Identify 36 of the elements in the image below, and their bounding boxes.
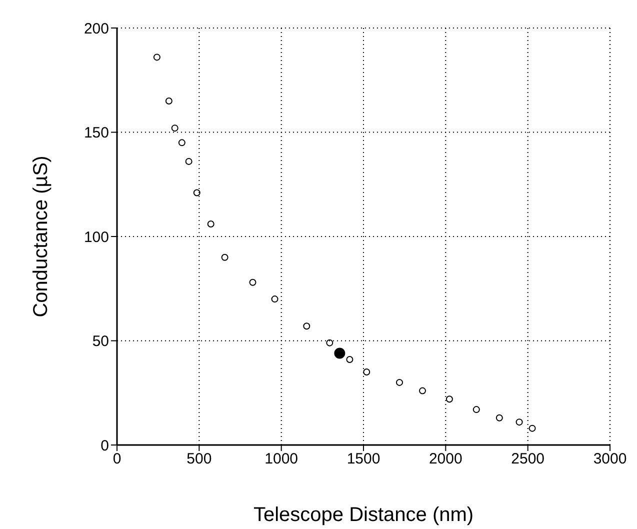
point bbox=[153, 54, 160, 61]
x-tick-label: 2500 bbox=[511, 450, 545, 468]
point bbox=[528, 424, 536, 432]
point bbox=[303, 322, 310, 330]
point bbox=[326, 339, 334, 346]
point bbox=[271, 296, 278, 303]
point bbox=[446, 396, 453, 403]
point bbox=[418, 387, 426, 394]
y-axis-title: Conductance (µS) bbox=[30, 156, 52, 318]
y-tick-label: 150 bbox=[84, 124, 109, 142]
point bbox=[193, 189, 200, 196]
x-tick-label: 1000 bbox=[264, 450, 298, 468]
x-tick-label: 3000 bbox=[593, 450, 627, 468]
point bbox=[249, 278, 256, 286]
y-tick-label: 50 bbox=[92, 333, 109, 350]
x-tick-label: 1500 bbox=[346, 450, 380, 468]
x-tick-label: 0 bbox=[112, 450, 122, 468]
point bbox=[178, 139, 186, 146]
point bbox=[221, 254, 228, 261]
point bbox=[472, 406, 480, 414]
y-tick-label: 200 bbox=[84, 20, 109, 38]
x-tick-label: 2000 bbox=[428, 450, 462, 468]
point bbox=[396, 378, 403, 386]
point bbox=[363, 368, 370, 376]
x-axis-title: Telescope Distance (nm) bbox=[253, 504, 474, 526]
y-tick-label: 100 bbox=[84, 228, 109, 246]
point bbox=[171, 124, 178, 132]
point bbox=[207, 220, 214, 228]
x-tick-label: 500 bbox=[186, 450, 212, 468]
point bbox=[165, 97, 172, 104]
point bbox=[185, 158, 192, 165]
point bbox=[516, 418, 523, 426]
point bbox=[334, 348, 346, 359]
point bbox=[496, 414, 503, 422]
y-tick-label: 0 bbox=[100, 437, 109, 454]
point bbox=[346, 356, 354, 364]
